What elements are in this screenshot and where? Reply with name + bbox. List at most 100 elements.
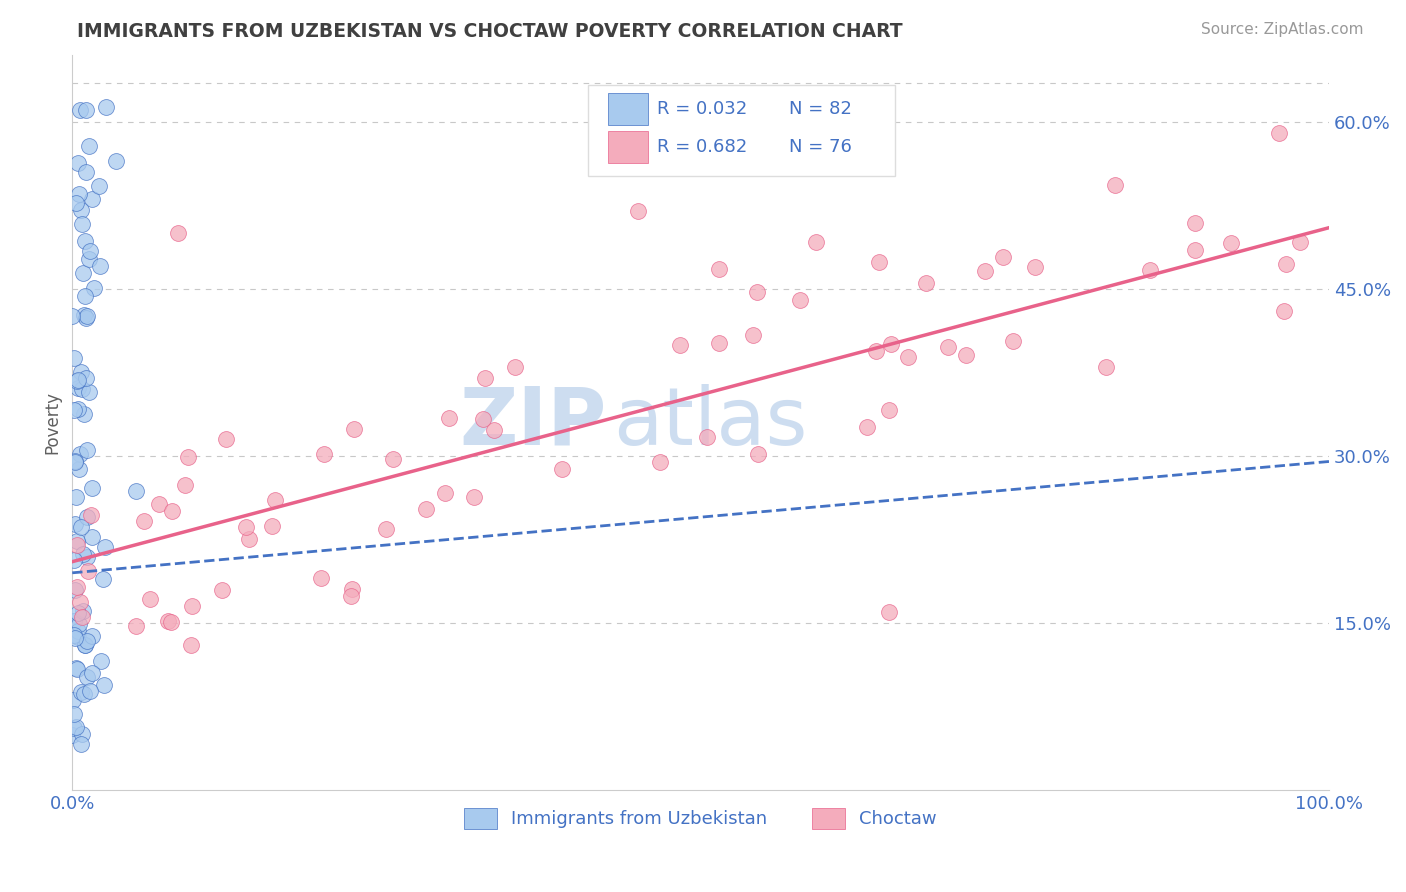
- Point: [65, 660, 87, 674]
- Point: [69, 103, 91, 118]
- FancyBboxPatch shape: [588, 85, 896, 177]
- Point: [73, 289, 96, 303]
- Point: [72, 266, 94, 280]
- Point: [63, 721, 86, 735]
- Point: [955, 348, 977, 362]
- Point: [742, 328, 765, 343]
- Point: [312, 447, 335, 461]
- Point: [474, 371, 496, 385]
- Point: [343, 422, 366, 436]
- Point: [669, 337, 692, 351]
- Point: [340, 589, 363, 603]
- Point: [80, 192, 103, 206]
- Point: [70, 727, 93, 741]
- Point: [73, 308, 96, 322]
- Point: [868, 254, 890, 268]
- Point: [160, 504, 183, 518]
- Point: [76, 549, 98, 564]
- Point: [1267, 126, 1289, 140]
- Point: [66, 662, 89, 676]
- Point: [1139, 262, 1161, 277]
- Point: [77, 252, 100, 266]
- Point: [66, 580, 89, 594]
- Point: [66, 156, 89, 170]
- Point: [62, 309, 84, 323]
- Point: [1220, 235, 1243, 250]
- Point: [76, 309, 98, 323]
- Point: [62, 706, 84, 721]
- Point: [747, 447, 769, 461]
- Text: R = 0.032: R = 0.032: [657, 100, 747, 118]
- Point: [804, 235, 827, 249]
- Point: [503, 360, 526, 375]
- Point: [1275, 257, 1298, 271]
- Point: [215, 433, 238, 447]
- Point: [696, 430, 718, 444]
- Point: [627, 204, 650, 219]
- Point: [66, 607, 89, 621]
- Point: [93, 678, 115, 692]
- Point: [69, 519, 91, 533]
- Text: N = 82: N = 82: [789, 100, 852, 118]
- Point: [880, 337, 903, 351]
- Point: [66, 538, 89, 552]
- Text: N = 76: N = 76: [789, 138, 852, 156]
- Point: [83, 281, 105, 295]
- Point: [75, 165, 97, 179]
- Text: ZIP: ZIP: [460, 384, 606, 461]
- Point: [63, 455, 86, 469]
- Point: [211, 583, 233, 598]
- Point: [550, 462, 572, 476]
- Point: [62, 553, 84, 567]
- Point: [69, 447, 91, 461]
- Point: [69, 595, 91, 609]
- Point: [437, 411, 460, 425]
- Point: [1289, 235, 1312, 250]
- Point: [235, 519, 257, 533]
- Point: [309, 571, 332, 585]
- Point: [79, 384, 101, 399]
- Point: [90, 654, 112, 668]
- Point: [434, 486, 457, 500]
- Point: [65, 720, 87, 734]
- Point: [65, 374, 87, 388]
- Point: [66, 401, 89, 416]
- Point: [72, 382, 94, 396]
- Point: [1002, 334, 1025, 348]
- Point: [132, 514, 155, 528]
- Point: [70, 217, 93, 231]
- Point: [69, 202, 91, 217]
- Point: [66, 533, 89, 548]
- Point: [63, 402, 86, 417]
- Point: [65, 490, 87, 504]
- Text: atlas: atlas: [613, 384, 807, 461]
- Point: [65, 632, 87, 646]
- Point: [1024, 260, 1046, 274]
- Point: [67, 186, 90, 201]
- Point: [1104, 178, 1126, 193]
- Point: [180, 599, 202, 613]
- Point: [79, 683, 101, 698]
- Point: [75, 371, 97, 385]
- Point: [1184, 217, 1206, 231]
- Point: [1184, 243, 1206, 257]
- Point: [66, 373, 89, 387]
- Legend: Immigrants from Uzbekistan, Choctaw: Immigrants from Uzbekistan, Choctaw: [457, 801, 945, 836]
- Point: [69, 365, 91, 379]
- Point: [709, 262, 731, 277]
- Point: [262, 518, 284, 533]
- Point: [80, 666, 103, 681]
- Point: [415, 501, 437, 516]
- Point: [62, 628, 84, 642]
- Point: [67, 616, 90, 631]
- Point: [173, 478, 195, 492]
- Point: [82, 481, 104, 495]
- Point: [73, 407, 96, 421]
- Point: [62, 693, 84, 707]
- Point: [877, 403, 900, 417]
- Point: [463, 490, 485, 504]
- Point: [67, 462, 90, 476]
- Point: [73, 638, 96, 652]
- Point: [72, 610, 94, 624]
- Point: [72, 547, 94, 561]
